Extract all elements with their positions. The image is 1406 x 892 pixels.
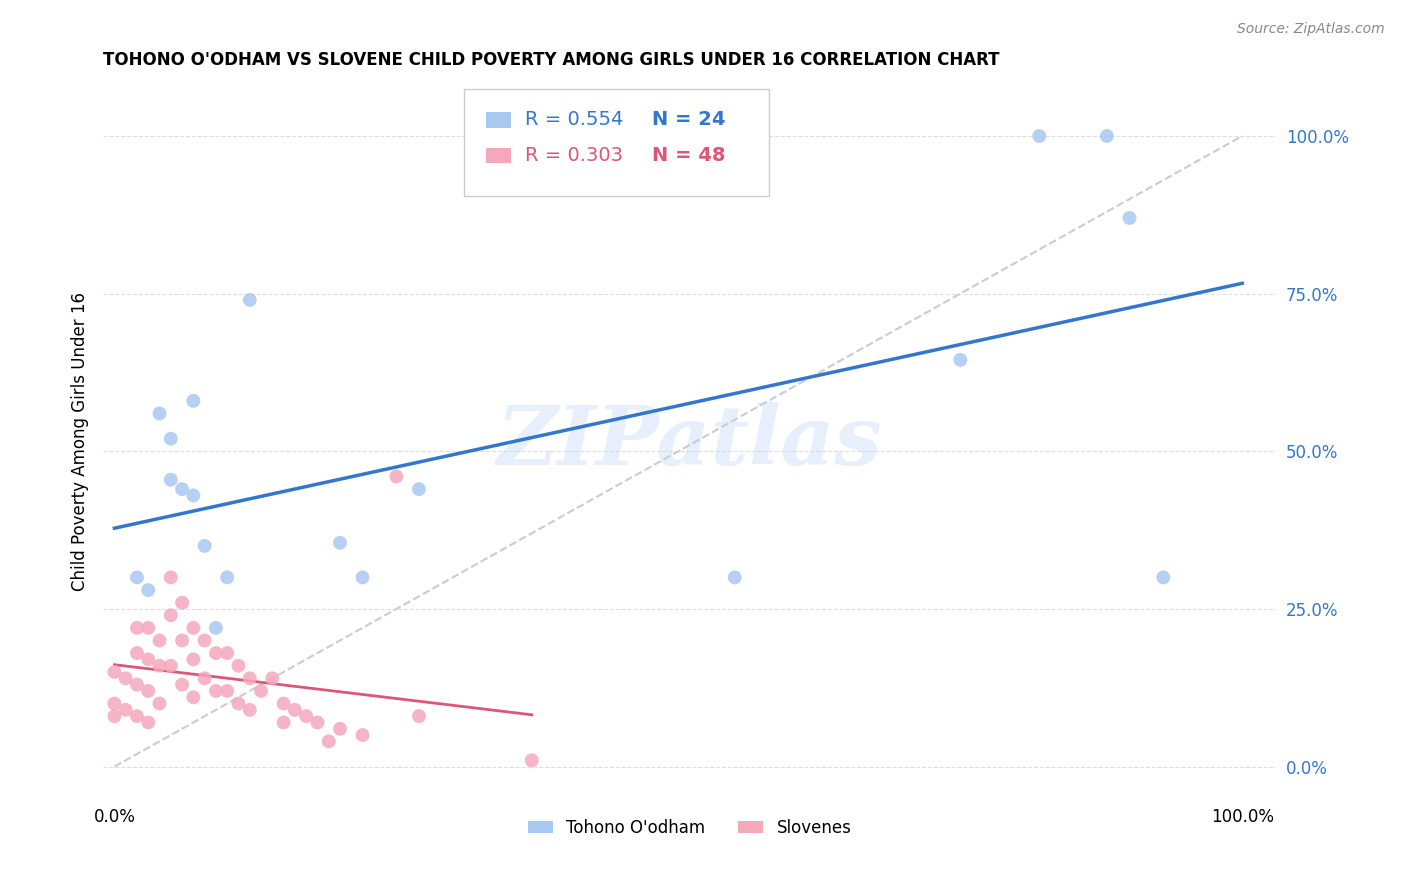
- Point: [103, 665, 125, 679]
- Point: [949, 352, 972, 367]
- Y-axis label: Child Poverty Among Girls Under 16: Child Poverty Among Girls Under 16: [72, 293, 89, 591]
- Text: ZIPatlas: ZIPatlas: [496, 401, 883, 482]
- Point: [520, 753, 543, 767]
- Point: [159, 658, 181, 673]
- Point: [159, 608, 181, 623]
- Point: [194, 671, 217, 685]
- Legend: Tohono O'odham, Slovenes: Tohono O'odham, Slovenes: [522, 812, 858, 843]
- Point: [183, 393, 205, 408]
- Text: TOHONO O'ODHAM VS SLOVENE CHILD POVERTY AMONG GIRLS UNDER 16 CORRELATION CHART: TOHONO O'ODHAM VS SLOVENE CHILD POVERTY …: [103, 51, 1000, 69]
- Point: [329, 722, 352, 736]
- Point: [148, 407, 170, 421]
- Text: Source: ZipAtlas.com: Source: ZipAtlas.com: [1237, 22, 1385, 37]
- Point: [172, 678, 194, 692]
- Point: [183, 652, 205, 666]
- Point: [183, 621, 205, 635]
- FancyBboxPatch shape: [464, 89, 769, 196]
- Point: [103, 709, 125, 723]
- Point: [273, 715, 295, 730]
- Point: [148, 658, 170, 673]
- Point: [250, 684, 273, 698]
- Point: [125, 678, 148, 692]
- Point: [217, 684, 239, 698]
- Point: [136, 621, 159, 635]
- Point: [148, 697, 170, 711]
- Point: [125, 646, 148, 660]
- Point: [239, 293, 262, 307]
- Point: [217, 570, 239, 584]
- Point: [1028, 128, 1050, 143]
- Point: [125, 709, 148, 723]
- Point: [284, 703, 307, 717]
- Point: [183, 690, 205, 705]
- Point: [1095, 128, 1118, 143]
- Point: [114, 703, 136, 717]
- Point: [136, 715, 159, 730]
- Point: [228, 697, 250, 711]
- Point: [136, 684, 159, 698]
- Point: [172, 596, 194, 610]
- Bar: [485, 147, 512, 163]
- Text: R = 0.303: R = 0.303: [526, 146, 623, 165]
- Point: [408, 709, 430, 723]
- Point: [103, 697, 125, 711]
- Bar: [485, 112, 512, 128]
- Point: [194, 539, 217, 553]
- Point: [1118, 211, 1140, 225]
- Point: [183, 488, 205, 502]
- Point: [159, 570, 181, 584]
- Point: [352, 728, 374, 742]
- Point: [239, 671, 262, 685]
- Point: [262, 671, 284, 685]
- Point: [136, 652, 159, 666]
- Point: [239, 703, 262, 717]
- Point: [148, 633, 170, 648]
- Point: [205, 621, 228, 635]
- Point: [295, 709, 318, 723]
- Point: [172, 482, 194, 496]
- Point: [352, 570, 374, 584]
- Point: [159, 473, 181, 487]
- Point: [136, 582, 159, 597]
- Point: [159, 432, 181, 446]
- Text: N = 24: N = 24: [652, 111, 725, 129]
- Point: [273, 697, 295, 711]
- Point: [217, 646, 239, 660]
- Point: [205, 646, 228, 660]
- Point: [205, 684, 228, 698]
- Point: [228, 658, 250, 673]
- Point: [307, 715, 329, 730]
- Point: [114, 671, 136, 685]
- Point: [172, 633, 194, 648]
- Point: [408, 482, 430, 496]
- Point: [329, 535, 352, 549]
- Point: [385, 469, 408, 483]
- Point: [724, 570, 747, 584]
- Text: R = 0.554: R = 0.554: [526, 111, 624, 129]
- Point: [1152, 570, 1174, 584]
- Point: [125, 570, 148, 584]
- Text: N = 48: N = 48: [652, 146, 725, 165]
- Point: [125, 621, 148, 635]
- Point: [194, 633, 217, 648]
- Point: [318, 734, 340, 748]
